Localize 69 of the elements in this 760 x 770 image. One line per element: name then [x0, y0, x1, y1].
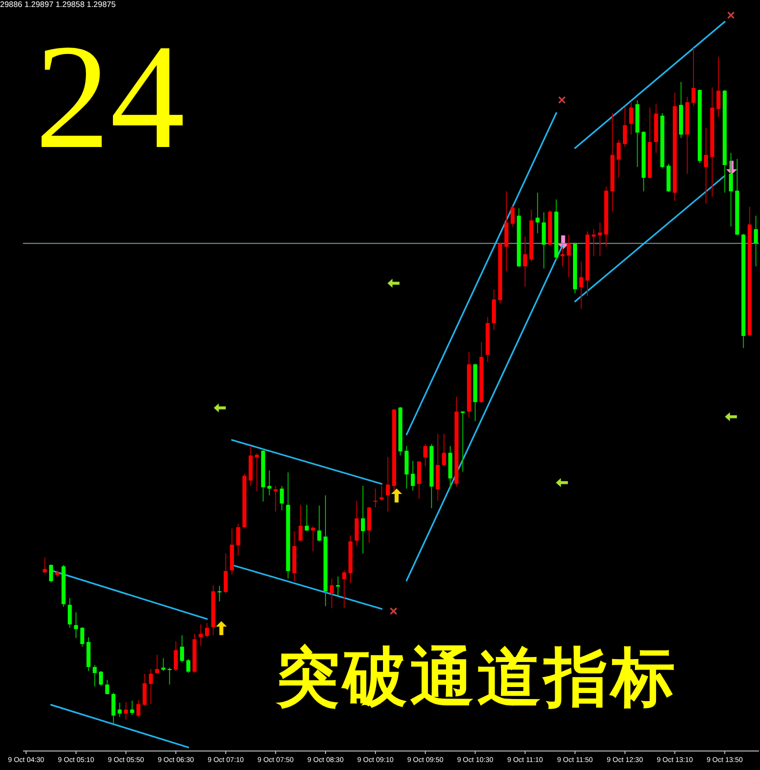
candlestick — [168, 667, 172, 686]
candlestick — [380, 485, 384, 502]
candlestick — [510, 206, 515, 227]
candlestick — [136, 700, 140, 718]
text: 突破通道指标 — [276, 641, 678, 715]
candlestick — [410, 460, 415, 492]
candlestick — [311, 526, 316, 552]
candlestick — [224, 552, 228, 594]
candlestick — [367, 506, 372, 544]
candlestick — [180, 634, 184, 663]
annotation: 24 — [35, 13, 185, 182]
candlestick — [404, 446, 409, 490]
candlestick — [354, 500, 359, 546]
candlestick — [186, 658, 190, 674]
candlestick — [336, 576, 340, 596]
candlestick — [111, 692, 116, 724]
candlestick — [629, 102, 634, 136]
candlestick — [105, 679, 110, 696]
candlestick — [560, 246, 565, 267]
candlestick — [174, 640, 178, 672]
candlestick — [692, 48, 696, 107]
candlestick — [280, 485, 284, 511]
candlestick — [236, 523, 240, 556]
candlestick — [523, 236, 528, 288]
candlestick — [386, 456, 390, 512]
candlestick — [42, 557, 47, 574]
candlestick — [566, 234, 571, 278]
candlestick — [49, 564, 54, 584]
candlestick — [579, 261, 584, 310]
candlestick — [442, 433, 446, 466]
candlestick — [616, 140, 621, 178]
candlestick — [161, 658, 166, 672]
candlestick — [704, 127, 708, 204]
text: 29886 1.29897 1.29858 1.29875 — [0, 0, 116, 10]
candlestick — [155, 654, 160, 674]
candlestick — [254, 452, 259, 492]
candlestick — [754, 215, 758, 267]
candlestick — [460, 410, 465, 472]
candlestick — [92, 664, 97, 688]
candlestick — [304, 504, 309, 532]
candlestick — [217, 585, 222, 602]
candlestick — [205, 622, 210, 638]
candlestick — [423, 444, 428, 467]
candlestick — [330, 578, 334, 609]
candlestick — [118, 702, 122, 718]
candlestick — [68, 598, 72, 628]
candlestick — [298, 504, 303, 542]
candlestick — [417, 460, 422, 500]
candlestick — [373, 488, 378, 508]
candlestick — [80, 626, 84, 648]
candlestick — [317, 505, 322, 542]
candlestick — [716, 56, 720, 118]
candlestick — [592, 228, 596, 257]
candlestick — [130, 700, 134, 716]
candlestick — [267, 470, 272, 496]
candlestick — [622, 106, 627, 148]
candlestick — [274, 485, 278, 512]
candlestick — [124, 702, 128, 720]
candlestick — [536, 192, 540, 234]
candlestick — [492, 288, 496, 330]
candlestick — [542, 212, 546, 269]
candlestick — [74, 612, 78, 638]
candlestick — [142, 673, 147, 706]
candlestick — [148, 668, 153, 705]
candlestick — [342, 570, 346, 609]
candlestick — [598, 222, 602, 257]
candlestick — [728, 152, 733, 227]
candlestick — [360, 485, 365, 554]
candlestick — [98, 670, 103, 686]
